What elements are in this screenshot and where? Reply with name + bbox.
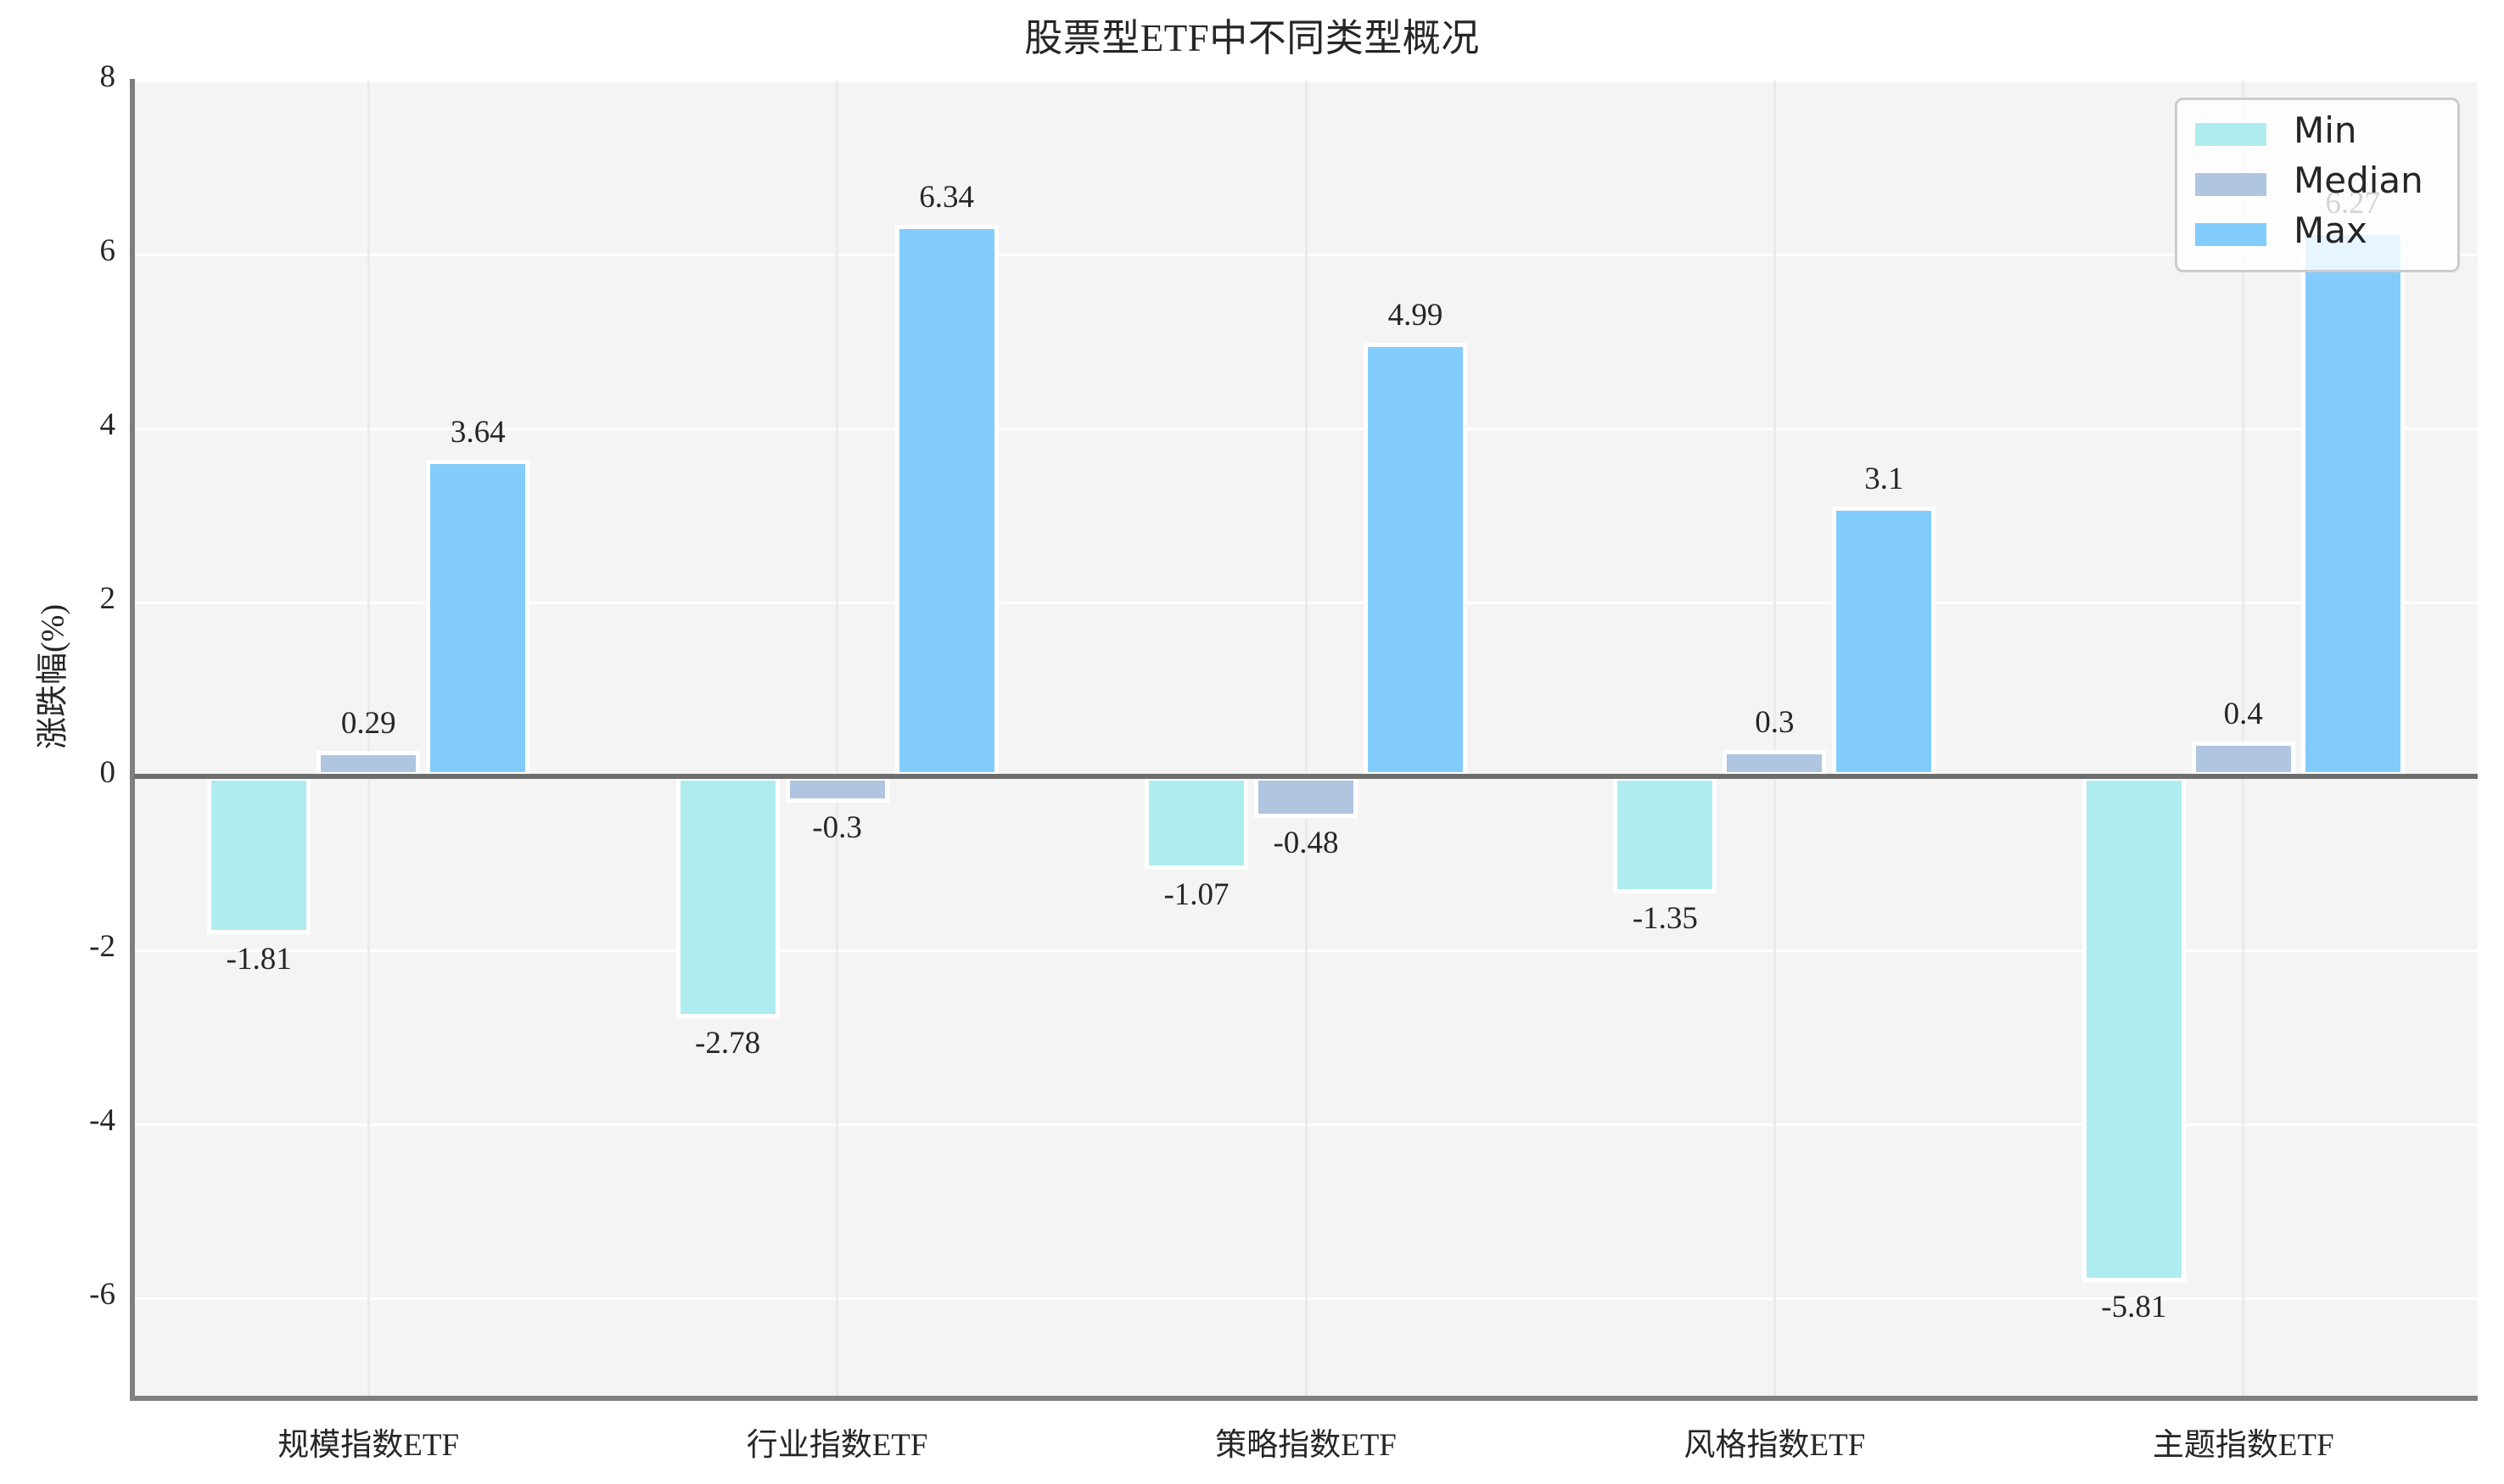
gridline-vertical	[367, 81, 370, 1396]
legend-swatch-min	[2192, 120, 2270, 149]
legend-label-max: Max	[2294, 210, 2367, 251]
value-label-min-2: -1.07	[1163, 876, 1230, 912]
bar-max-4[interactable]	[2300, 231, 2405, 777]
value-label-min-0: -1.81	[226, 941, 292, 977]
x-axis-spine	[130, 1396, 2478, 1401]
value-label-median-1: -0.3	[812, 809, 862, 845]
bar-min-4[interactable]	[2081, 776, 2186, 1282]
legend-swatch-median	[2192, 170, 2270, 199]
bar-min-1[interactable]	[675, 776, 780, 1019]
legend-label-min: Min	[2294, 109, 2357, 151]
y-tick-label: 2	[99, 581, 116, 617]
chart-title: 股票型ETF中不同类型概况	[1024, 17, 1480, 59]
bar-median-2[interactable]	[1254, 776, 1358, 819]
bar-min-3[interactable]	[1613, 776, 1717, 894]
plot-clip	[134, 81, 2478, 1396]
value-label-median-3: 0.3	[1755, 705, 1795, 741]
y-tick-label: 8	[99, 59, 116, 94]
plot-area	[130, 79, 2478, 1401]
bar-median-3[interactable]	[1723, 750, 1827, 777]
y-tick-label: -6	[89, 1277, 115, 1313]
x-tick-label: 主题指数ETF	[2152, 1428, 2334, 1463]
chart-legend[interactable]: Min Median Max	[2175, 98, 2460, 272]
gridline-vertical	[836, 81, 839, 1396]
y-tick-label: 4	[99, 407, 116, 443]
gridline-vertical	[2242, 81, 2245, 1396]
value-label-median-2: -0.48	[1273, 826, 1339, 861]
x-tick-label: 行业指数ETF	[746, 1428, 928, 1463]
bar-median-1[interactable]	[785, 776, 889, 803]
legend-swatch-max	[2192, 220, 2270, 249]
value-label-max-3: 3.1	[1864, 462, 1904, 497]
value-label-max-1: 6.34	[919, 180, 974, 216]
zero-line	[134, 774, 2478, 780]
value-label-median-0: 0.29	[340, 706, 396, 742]
y-tick-label: 6	[99, 233, 116, 269]
bar-median-0[interactable]	[317, 751, 421, 777]
x-tick-label: 策略指数ETF	[1215, 1428, 1397, 1463]
y-tick-label: -4	[89, 1103, 115, 1139]
bar-min-0[interactable]	[207, 776, 311, 934]
y-axis-spine	[130, 79, 135, 1399]
y-tick-label: -2	[89, 929, 115, 965]
bar-median-4[interactable]	[2191, 742, 2295, 777]
y-tick-label: 0	[99, 755, 116, 791]
value-label-median-4: 0.4	[2223, 697, 2263, 732]
value-label-max-2: 4.99	[1387, 297, 1443, 333]
legend-label-median: Median	[2294, 160, 2423, 201]
bar-max-3[interactable]	[1832, 507, 1936, 777]
value-label-min-3: -1.35	[1632, 901, 1698, 937]
x-tick-label: 规模指数ETF	[277, 1428, 460, 1463]
gridline-vertical	[1304, 81, 1308, 1396]
x-tick-label: 风格指数ETF	[1683, 1428, 1866, 1463]
bar-max-2[interactable]	[1364, 342, 1467, 777]
y-axis-label: 涨跌幅(%)	[35, 604, 71, 749]
gridline-vertical	[1773, 81, 1776, 1396]
value-label-min-4: -5.81	[2101, 1289, 2167, 1324]
value-label-min-1: -2.78	[695, 1026, 761, 1061]
bar-max-0[interactable]	[426, 459, 530, 777]
value-label-max-0: 3.64	[450, 414, 506, 450]
bar-max-1[interactable]	[894, 225, 999, 777]
